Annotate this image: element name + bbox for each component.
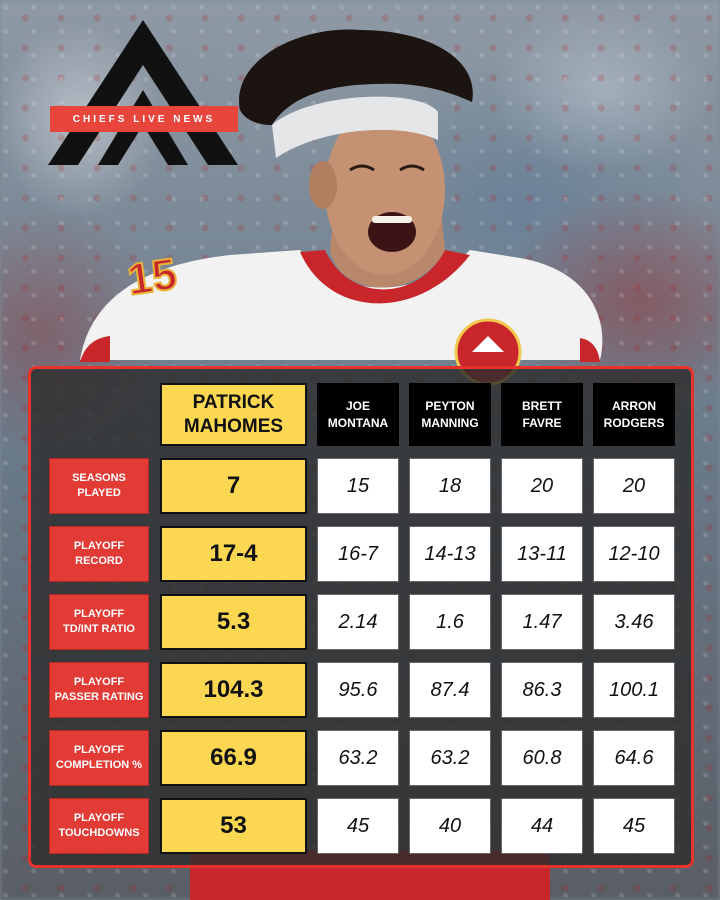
- player-header-name: MANNING: [421, 415, 479, 430]
- stat-value: 104.3: [160, 662, 307, 718]
- player-header-name: ARRON: [612, 398, 656, 413]
- stat-value: 3.46: [593, 594, 675, 650]
- player-header: PATRICK MAHOMES: [160, 383, 307, 446]
- stat-label-text: COMPLETION %: [55, 759, 143, 771]
- stat-value: 40: [409, 798, 491, 854]
- stat-label: PLAYOFF TD/INT RATIO: [49, 594, 149, 650]
- player-header-name: FAVRE: [522, 415, 562, 430]
- stat-label: PLAYOFF TOUCHDOWNS: [49, 798, 149, 854]
- stat-value: 44: [501, 798, 583, 854]
- stat-value: 63.2: [409, 730, 491, 786]
- jersey-number: 15: [124, 250, 179, 305]
- stat-value: 45: [317, 798, 399, 854]
- player-header: JOE MONTANA: [317, 383, 399, 446]
- player-header-name: MONTANA: [327, 415, 389, 430]
- stat-value: 16-7: [317, 526, 399, 582]
- stat-label-text: SEASONS: [72, 472, 126, 485]
- stat-value: 86.3: [501, 662, 583, 718]
- stat-value: 18: [409, 458, 491, 514]
- player-header-name: PEYTON: [425, 398, 475, 413]
- player-header: PEYTON MANNING: [409, 383, 491, 446]
- stat-value: 17-4: [160, 526, 307, 582]
- player-header-name: JOE: [345, 398, 370, 413]
- stat-value: 66.9: [160, 730, 307, 786]
- stat-value: 20: [593, 458, 675, 514]
- stat-value: 1.6: [409, 594, 491, 650]
- stat-label-text: PLAYOFF: [73, 608, 125, 621]
- stat-label-text: RECORD: [75, 555, 123, 567]
- stat-label-text: PLAYOFF: [73, 676, 125, 689]
- stat-value: 2.14: [317, 594, 399, 650]
- player-header-name: MAHOMES: [183, 415, 284, 437]
- stat-label: PLAYOFF PASSER RATING: [49, 662, 149, 718]
- stat-label: PLAYOFF COMPLETION %: [49, 730, 149, 786]
- logo-banner: CHIEFS LIVE NEWS: [50, 106, 238, 132]
- stat-label-text: PASSER RATING: [54, 691, 144, 703]
- stat-value: 20: [501, 458, 583, 514]
- stat-value: 60.8: [501, 730, 583, 786]
- stat-value: 64.6: [593, 730, 675, 786]
- stat-label: PLAYOFF RECORD: [49, 526, 149, 582]
- stat-value: 53: [160, 798, 307, 854]
- stat-value: 14-13: [409, 526, 491, 582]
- stat-value: 5.3: [160, 594, 307, 650]
- player-header-name: BRETT: [522, 398, 562, 413]
- stat-value: 15: [317, 458, 399, 514]
- stat-label-text: PLAYOFF: [73, 744, 125, 757]
- stat-value: 13-11: [501, 526, 583, 582]
- stat-value: 87.4: [409, 662, 491, 718]
- comparison-table: PATRICK MAHOMES JOE MONTANA PEYTON MANNING BRE…: [28, 366, 694, 868]
- stat-label-text: PLAYOFF: [73, 812, 125, 825]
- stat-label-text: PLAYOFF: [73, 540, 125, 553]
- chiefs-live-news-logo-icon: [48, 20, 238, 165]
- player-header: ARRON RODGERS: [593, 383, 675, 446]
- player-header-name: RODGERS: [603, 415, 665, 430]
- stat-label-text: TOUCHDOWNS: [58, 827, 140, 839]
- stat-value: 100.1: [593, 662, 675, 718]
- stat-label: SEASONS PLAYED: [49, 458, 149, 514]
- stat-value: 63.2: [317, 730, 399, 786]
- stat-label-text: PLAYED: [77, 487, 121, 499]
- stat-label-text: TD/INT RATIO: [63, 623, 135, 635]
- player-header-name: PATRICK: [192, 391, 275, 413]
- stat-value: 7: [160, 458, 307, 514]
- stat-value: 45: [593, 798, 675, 854]
- player-header: BRETT FAVRE: [501, 383, 583, 446]
- stat-value: 1.47: [501, 594, 583, 650]
- stat-value: 95.6: [317, 662, 399, 718]
- stat-value: 12-10: [593, 526, 675, 582]
